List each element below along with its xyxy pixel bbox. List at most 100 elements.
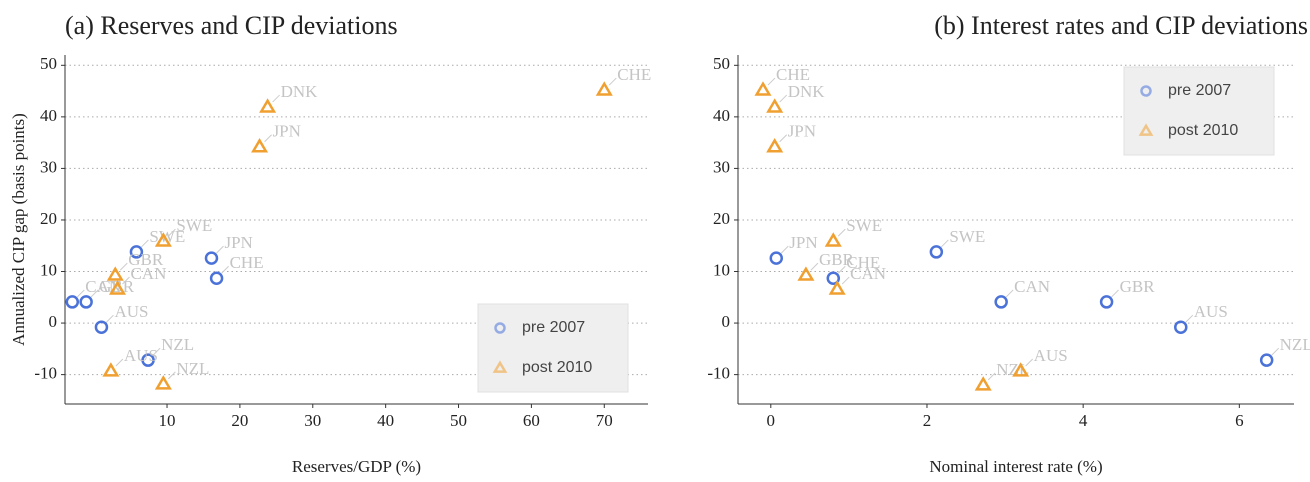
y-tick-label: 30	[40, 157, 57, 176]
point-label: AUS	[124, 346, 158, 365]
point-label: SWE	[846, 216, 882, 235]
y-axis-label: Annualized CIP gap (basis points)	[9, 113, 28, 346]
label-leader	[106, 314, 114, 323]
label-leader	[115, 358, 124, 367]
label-leader	[940, 239, 949, 248]
data-point	[766, 137, 784, 153]
y-tick-label: -10	[34, 364, 57, 383]
label-leader	[272, 94, 280, 103]
label-leader	[608, 77, 617, 86]
data-point	[209, 271, 224, 285]
y-tick-label: 50	[40, 54, 57, 73]
x-tick-label: 4	[1079, 411, 1088, 430]
label-leader	[168, 371, 176, 380]
y-tick-label: 40	[713, 106, 730, 125]
label-leader	[810, 262, 819, 271]
y-tick-label: 0	[49, 312, 58, 331]
data-point	[102, 362, 120, 377]
data-point	[129, 245, 144, 259]
data-point	[251, 137, 269, 153]
data-point	[824, 232, 842, 247]
point-label: CAN	[850, 264, 886, 283]
point-label: JPN	[788, 122, 816, 141]
label-leader	[1111, 289, 1119, 298]
label-leader	[119, 262, 128, 271]
x-tick-label: 70	[596, 411, 613, 430]
label-leader	[141, 239, 149, 248]
data-point	[79, 295, 93, 309]
data-point	[154, 232, 172, 247]
label-leader	[1185, 314, 1194, 323]
chart-title: (a) Reserves and CIP deviations	[65, 11, 398, 40]
y-tick-label: 20	[40, 209, 57, 228]
point-label: CHE	[230, 253, 264, 272]
data-point	[204, 251, 219, 265]
point-label: DNK	[788, 82, 826, 101]
x-tick-label: 30	[304, 411, 321, 430]
data-point	[929, 245, 944, 259]
chart-title: (b) Interest rates and CIP deviations	[934, 11, 1308, 40]
x-tick-label: 10	[159, 411, 176, 430]
data-point	[754, 81, 772, 96]
label-leader	[779, 94, 788, 103]
point-label: GBR	[819, 250, 855, 269]
point-label: NZL	[1280, 335, 1310, 354]
data-point	[1099, 295, 1114, 309]
legend-box	[477, 303, 629, 393]
point-label: NZL	[161, 335, 194, 354]
data-point	[141, 353, 155, 367]
data-point	[259, 98, 277, 113]
x-tick-label: 0	[767, 411, 776, 430]
data-point	[994, 295, 1008, 309]
label-leader	[152, 347, 161, 356]
data-point	[108, 280, 126, 295]
point-label: SWE	[949, 227, 985, 246]
y-tick-label: 50	[713, 54, 730, 73]
label-leader	[76, 289, 85, 298]
y-tick-label: 40	[40, 106, 57, 125]
point-label: JPN	[273, 122, 301, 141]
data-point	[769, 251, 784, 265]
y-tick-label: 0	[722, 312, 731, 331]
data-point	[797, 266, 815, 281]
data-point	[1012, 362, 1030, 377]
data-point	[974, 376, 992, 391]
legend-box	[1123, 66, 1275, 156]
label-leader	[168, 228, 176, 237]
label-leader	[987, 372, 996, 381]
x-tick-label: 2	[923, 411, 932, 430]
label-leader	[1025, 358, 1034, 367]
point-label: SWE	[176, 216, 212, 235]
x-axis-label: Reserves/GDP (%)	[292, 457, 421, 476]
point-label: CHE	[846, 253, 880, 272]
label-leader	[837, 228, 846, 237]
label-leader	[264, 134, 272, 143]
data-point	[766, 98, 784, 113]
y-tick-label: 30	[713, 157, 730, 176]
point-label: CHE	[776, 65, 810, 84]
point-label: GBR	[99, 277, 135, 296]
point-label: AUS	[1034, 346, 1068, 365]
point-label: DNK	[281, 82, 319, 101]
point-label: JPN	[224, 233, 252, 252]
label-leader	[122, 276, 130, 285]
data-point	[1259, 353, 1274, 367]
legend-label: post 2010	[522, 359, 592, 376]
data-point	[1174, 320, 1188, 334]
label-leader	[216, 245, 224, 254]
y-tick-label: 20	[713, 209, 730, 228]
label-leader	[779, 134, 788, 143]
label-leader	[1005, 289, 1014, 298]
data-point	[595, 81, 613, 96]
legend-label: pre 2007	[1168, 82, 1231, 99]
legend-marker	[1140, 85, 1152, 97]
data-point	[106, 266, 124, 281]
point-label: CAN	[1014, 277, 1050, 296]
x-tick-label: 6	[1235, 411, 1244, 430]
label-leader	[90, 289, 99, 298]
point-label: CAN	[130, 264, 166, 283]
label-leader	[767, 77, 776, 86]
x-axis-label: Nominal interest rate (%)	[929, 457, 1102, 476]
legend-marker	[492, 360, 508, 373]
